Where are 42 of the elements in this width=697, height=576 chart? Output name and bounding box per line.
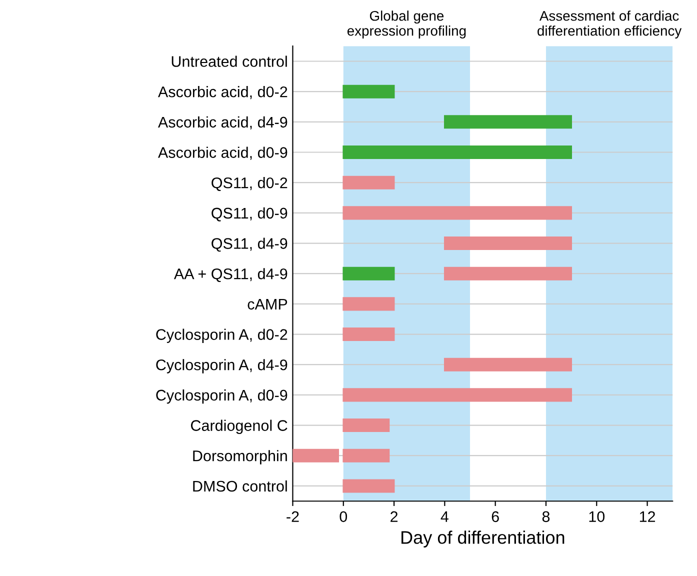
y-tick-label: Cardiogenol C bbox=[190, 420, 288, 434]
x-tick-label: 4 bbox=[440, 511, 448, 522]
y-tick-label: Ascorbic acid, d0-2 bbox=[158, 86, 288, 100]
y-tick-label: Cyclosporin A, d4-9 bbox=[156, 359, 288, 374]
y-tick-label: Cyclosporin A, d0-2 bbox=[156, 328, 288, 343]
y-tick-label: Untreated control bbox=[172, 56, 287, 67]
bar bbox=[342, 297, 395, 311]
x-tick-label: 0 bbox=[340, 511, 348, 522]
bar bbox=[292, 448, 340, 462]
bar bbox=[342, 176, 395, 190]
bar bbox=[444, 266, 572, 280]
x-tick-label: -2 bbox=[286, 511, 299, 522]
y-tick-label: cAMP bbox=[248, 298, 288, 310]
y-tick-label: QS11, d4-9 bbox=[212, 238, 288, 252]
x-tick-label: 6 bbox=[492, 511, 499, 522]
band-label: Assessment of cardiac differentiation efficiency bbox=[538, 10, 682, 38]
y-tick-label: QS11, d0-9 bbox=[212, 207, 288, 222]
y-tick-label: Ascorbic acid, d0-9 bbox=[158, 146, 288, 160]
x-tick-label: 12 bbox=[640, 511, 656, 522]
x-axis-title: Day of differentiation bbox=[402, 530, 564, 548]
band-label: Global gene expression profiling bbox=[347, 10, 466, 38]
bar bbox=[342, 479, 395, 493]
bar bbox=[342, 266, 395, 280]
bar bbox=[342, 418, 390, 432]
bar bbox=[342, 206, 572, 220]
y-tick-label: Cyclosporin A, d0-9 bbox=[156, 389, 288, 404]
bar bbox=[342, 84, 395, 98]
bar bbox=[342, 388, 572, 402]
bar bbox=[342, 328, 395, 342]
bar bbox=[444, 236, 572, 250]
bar bbox=[342, 145, 572, 160]
bar bbox=[444, 115, 572, 129]
x-tick-label: 10 bbox=[589, 511, 605, 522]
y-tick-label: Dorsomorphin bbox=[193, 450, 287, 464]
y-tick-label: Ascorbic acid, d4-9 bbox=[158, 116, 288, 130]
y-tick-label: DMSO control bbox=[193, 480, 287, 492]
y-tick-label: QS11, d0-2 bbox=[212, 177, 288, 192]
bar bbox=[444, 358, 572, 372]
x-tick-label: 8 bbox=[542, 511, 550, 522]
x-tick-label: 2 bbox=[390, 511, 398, 522]
y-tick-label: AA + QS11, d4-9 bbox=[174, 268, 288, 282]
bar bbox=[342, 448, 390, 462]
